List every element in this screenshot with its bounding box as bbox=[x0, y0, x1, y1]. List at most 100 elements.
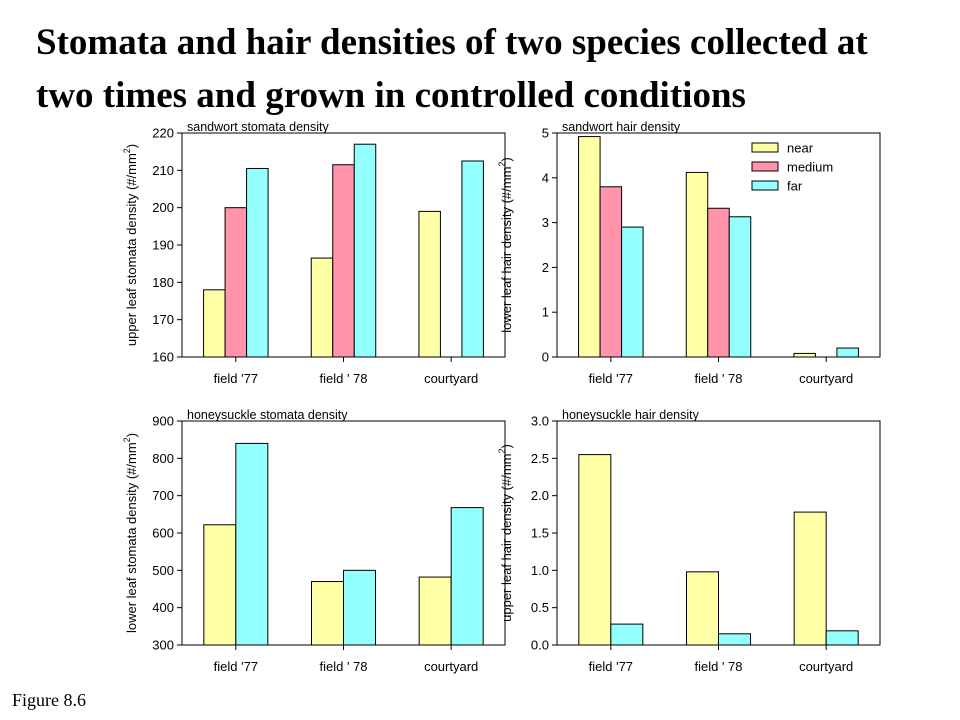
x-tick-label: courtyard bbox=[799, 659, 853, 674]
y-tick-label: 5 bbox=[542, 126, 549, 141]
y-tick-label: 170 bbox=[152, 312, 174, 327]
y-tick-label: 0.0 bbox=[531, 638, 549, 653]
x-tick-label: field '77 bbox=[214, 659, 258, 674]
y-tick-label: 0.5 bbox=[531, 600, 549, 615]
bar-far-1 bbox=[246, 167, 269, 358]
y-tick-label: 0 bbox=[542, 350, 549, 365]
x-tick-label: courtyard bbox=[799, 371, 853, 386]
y-tick-label: 600 bbox=[152, 526, 174, 541]
bar-far-3 bbox=[461, 160, 484, 358]
legend-swatch-far bbox=[751, 180, 779, 191]
bar-near-1 bbox=[203, 289, 226, 358]
chart-title: honeysuckle hair density bbox=[562, 408, 700, 422]
y-tick-label: 180 bbox=[152, 275, 174, 290]
bar-far-1 bbox=[621, 226, 644, 358]
bar-medium-2 bbox=[332, 164, 355, 358]
chart-title: honeysuckle stomata density bbox=[187, 408, 348, 422]
page-title: Stomata and hair densities of two specie… bbox=[36, 16, 951, 122]
bar-far-2 bbox=[718, 633, 751, 646]
y-tick-label: 2.5 bbox=[531, 451, 549, 466]
bar-medium-2 bbox=[707, 207, 730, 358]
y-axis-label-superscript: 2 bbox=[122, 148, 132, 153]
figure-label: Figure 8.6 bbox=[12, 690, 86, 710]
y-tick-label: 2 bbox=[542, 260, 549, 275]
bar-far-1 bbox=[235, 442, 269, 646]
y-tick-label: 800 bbox=[152, 451, 174, 466]
legend: near medium far bbox=[751, 141, 833, 194]
y-tick-label: 300 bbox=[152, 638, 174, 653]
x-tick-label: field '77 bbox=[589, 659, 633, 674]
y-tick-label: 400 bbox=[152, 600, 174, 615]
y-tick-label: 210 bbox=[152, 163, 174, 178]
y-axis-label-superscript: 2 bbox=[497, 448, 507, 453]
bar-near-3 bbox=[793, 352, 816, 358]
bar-near-3 bbox=[793, 511, 827, 646]
x-tick-label: field ' 78 bbox=[694, 659, 742, 674]
y-axis-label-close: ) bbox=[499, 444, 514, 448]
bar-far-2 bbox=[353, 143, 377, 358]
y-tick-label: 220 bbox=[152, 126, 174, 141]
x-tick-label: field ' 78 bbox=[694, 371, 742, 386]
legend-swatch-medium bbox=[751, 161, 779, 172]
bar-far-1 bbox=[610, 623, 644, 646]
y-axis-label: upper leaf stomata density (#/mm2) bbox=[122, 144, 139, 346]
bar-near-2 bbox=[685, 171, 709, 358]
bar-near-3 bbox=[418, 576, 452, 646]
bar-medium-1 bbox=[599, 186, 623, 358]
x-tick-label: courtyard bbox=[424, 659, 478, 674]
y-axis-label: upper leaf hair density (#/mm2) bbox=[497, 444, 514, 622]
x-tick-label: field ' 78 bbox=[319, 659, 367, 674]
y-axis-label-text: upper leaf hair density (#/mm bbox=[499, 454, 514, 622]
y-axis-label-close: ) bbox=[124, 144, 139, 148]
title-line-2: two times and grown in controlled condit… bbox=[36, 75, 746, 116]
bar-far-3 bbox=[450, 507, 484, 646]
bar-near-1 bbox=[578, 454, 612, 646]
bar-near-3 bbox=[418, 210, 441, 358]
y-axis-label-superscript: 2 bbox=[122, 437, 132, 442]
x-tick-label: field ' 78 bbox=[319, 371, 367, 386]
legend-label-far: far bbox=[787, 179, 803, 194]
y-tick-label: 1 bbox=[542, 305, 549, 320]
y-tick-label: 3 bbox=[542, 215, 549, 230]
title-line-1: Stomata and hair densities of two specie… bbox=[36, 22, 868, 63]
bar-far-2 bbox=[728, 216, 752, 358]
bar-near-1 bbox=[578, 136, 601, 358]
y-tick-label: 4 bbox=[542, 170, 549, 185]
y-tick-label: 3.0 bbox=[531, 414, 549, 429]
y-tick-label: 160 bbox=[152, 350, 174, 365]
y-tick-label: 190 bbox=[152, 238, 174, 253]
y-tick-label: 2.0 bbox=[531, 488, 549, 503]
chart-3: 300 400 500 600 700 800 900 field '77 field ' 78… bbox=[122, 408, 506, 674]
bar-near-2 bbox=[310, 257, 334, 358]
chart-2: 0 1 2 3 4 5 field '77 field ' 78 courtyard sandwo… bbox=[497, 120, 881, 386]
y-tick-label: 700 bbox=[152, 488, 174, 503]
bar-near-1 bbox=[203, 524, 237, 646]
y-axis-label: lower leaf hair density (#/mm2) bbox=[497, 157, 514, 333]
bar-far-3 bbox=[836, 347, 859, 358]
y-tick-label: 1.0 bbox=[531, 563, 549, 578]
y-axis-label-close: ) bbox=[499, 157, 514, 161]
y-tick-label: 1.5 bbox=[531, 526, 549, 541]
bar-near-2 bbox=[311, 581, 344, 646]
legend-label-medium: medium bbox=[787, 160, 833, 175]
y-axis-label-text: lower leaf stomata density (#/mm bbox=[124, 442, 139, 633]
y-axis-label-superscript: 2 bbox=[497, 162, 507, 167]
chart-4: 0.0 0.5 1.0 1.5 2.0 2.5 3.0 field '77 field ' 78… bbox=[497, 408, 881, 674]
bar-medium-1 bbox=[224, 207, 248, 358]
y-tick-label: 200 bbox=[152, 200, 174, 215]
bar-near-2 bbox=[686, 571, 719, 646]
legend-label-near: near bbox=[787, 141, 814, 156]
y-axis-label: lower leaf stomata density (#/mm2) bbox=[122, 433, 139, 633]
x-tick-label: field '77 bbox=[214, 371, 258, 386]
bar-far-2 bbox=[343, 569, 376, 646]
legend-swatch-near bbox=[751, 142, 779, 153]
x-tick-label: courtyard bbox=[424, 371, 478, 386]
x-tick-label: field '77 bbox=[589, 371, 633, 386]
y-tick-label: 500 bbox=[152, 563, 174, 578]
y-axis-label-close: ) bbox=[124, 433, 139, 437]
y-axis-label-text: upper leaf stomata density (#/mm bbox=[124, 153, 139, 346]
y-tick-label: 900 bbox=[152, 414, 174, 429]
chart-title: sandwort hair density bbox=[562, 120, 681, 134]
y-axis-label-text: lower leaf hair density (#/mm bbox=[499, 167, 514, 333]
